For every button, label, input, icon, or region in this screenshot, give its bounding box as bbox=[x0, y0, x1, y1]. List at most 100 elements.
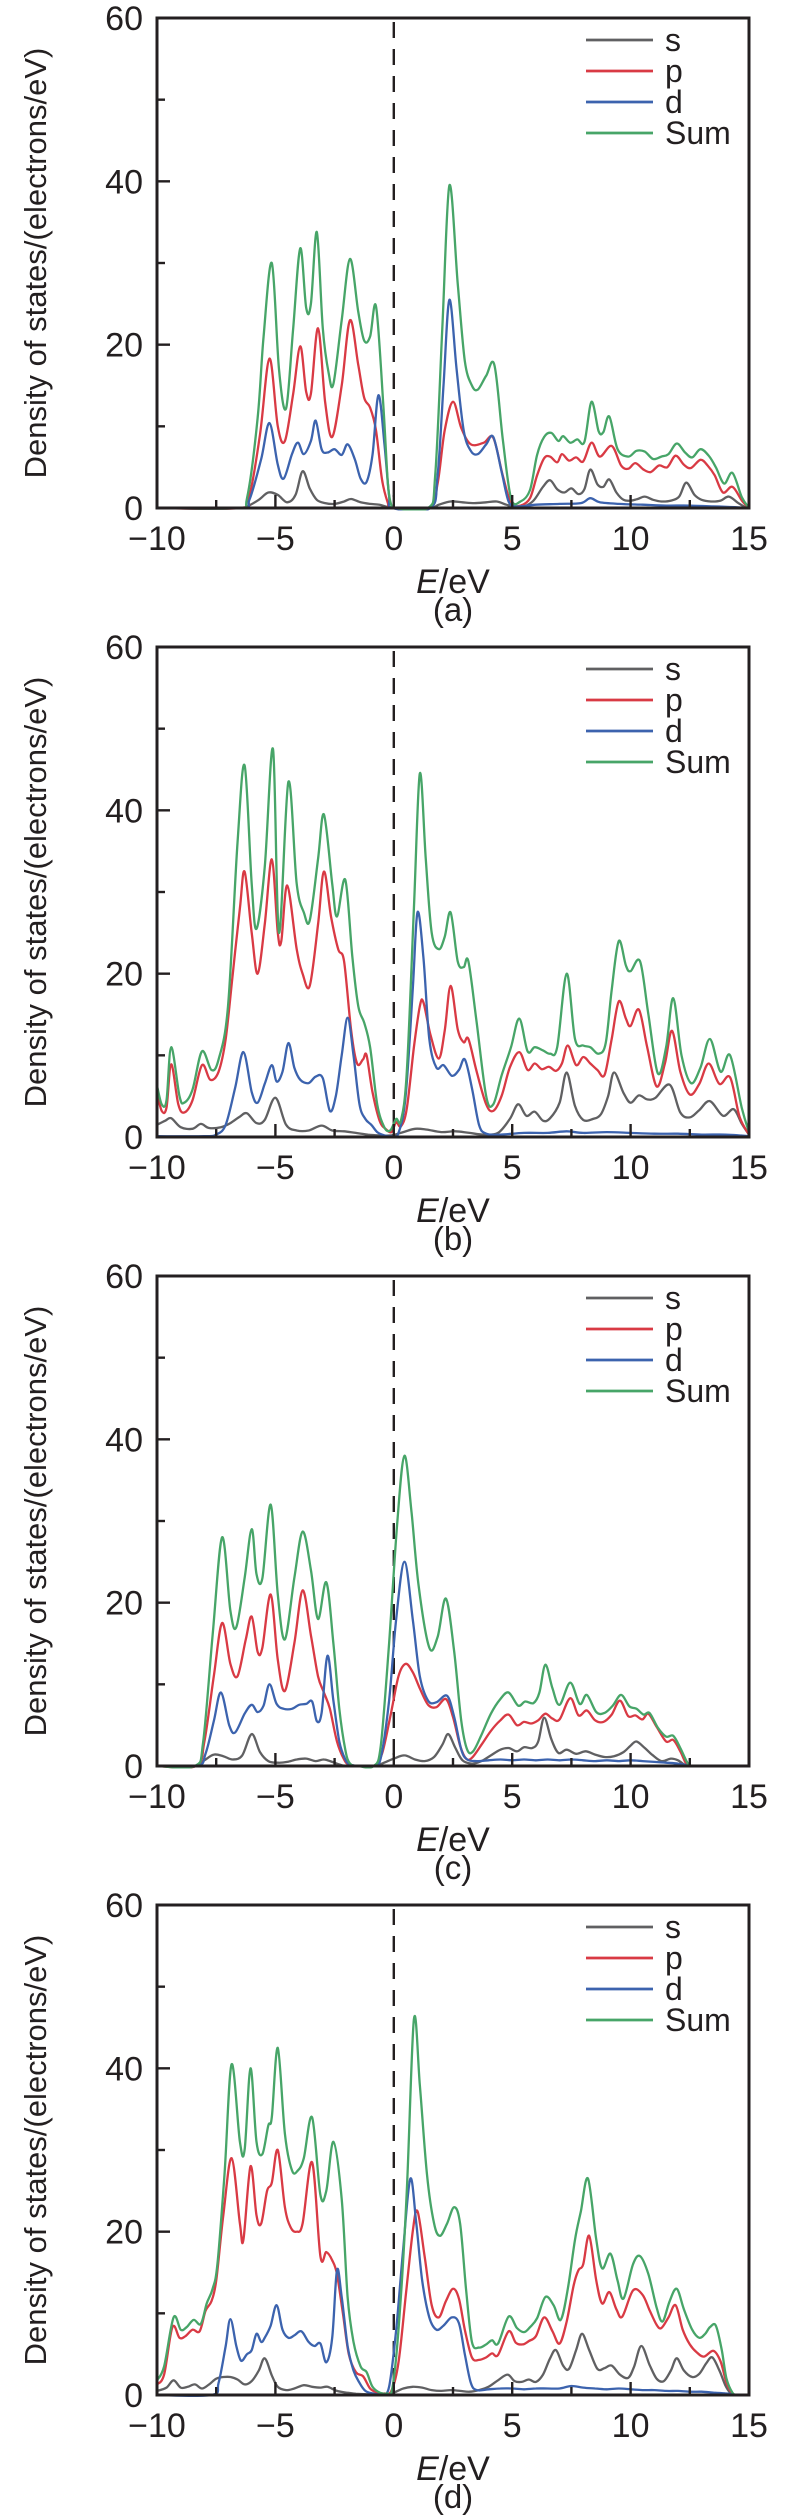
x-tick-label: 10 bbox=[612, 520, 650, 558]
y-tick-label: 60 bbox=[105, 1887, 143, 1925]
y-tick-label: 60 bbox=[105, 1258, 143, 1296]
y-tick-label: 20 bbox=[105, 327, 143, 365]
x-tick-label: −10 bbox=[128, 520, 186, 558]
legend-label-d: d bbox=[665, 1971, 683, 2007]
x-tick-label: −10 bbox=[128, 1149, 186, 1187]
panel-caption-d: (d) bbox=[432, 2478, 474, 2515]
legend-item-s: s bbox=[586, 1909, 681, 1945]
legend-item-Sum: Sum bbox=[586, 2002, 731, 2038]
legend-label-p: p bbox=[665, 682, 683, 718]
x-tick-label: 15 bbox=[730, 520, 768, 558]
series-d-curve bbox=[157, 2177, 749, 2398]
x-tick-label: −5 bbox=[256, 1149, 295, 1187]
legend-item-d: d bbox=[586, 84, 683, 120]
y-tick-label: 40 bbox=[105, 163, 143, 201]
legend-item-s: s bbox=[586, 1280, 681, 1316]
legend-label-p: p bbox=[665, 1940, 683, 1976]
x-axis-label: E/eV bbox=[416, 563, 490, 601]
legend-label-s: s bbox=[665, 1909, 681, 1945]
legend-label-d: d bbox=[665, 84, 683, 120]
legend-item-p: p bbox=[586, 1940, 683, 1976]
x-axis-label: E/eV bbox=[416, 1192, 490, 1230]
y-axis-label: Density of states/(electrons/eV) bbox=[18, 48, 53, 479]
series-p-curve bbox=[157, 319, 749, 511]
legend-item-p: p bbox=[586, 53, 683, 89]
dos-chart-a: −10 −5 0 5 10 15 0 20 40 60 E/eV Density of states/… bbox=[18, 0, 768, 601]
x-tick-label: 10 bbox=[612, 1778, 650, 1816]
dos-panel-c: −10 −5 0 5 10 15 0 20 40 60 E/eV Density of states/… bbox=[0, 1258, 800, 1887]
panel-caption-b: (b) bbox=[432, 1220, 474, 1257]
legend-item-s: s bbox=[586, 651, 681, 687]
y-tick-label: 40 bbox=[105, 2050, 143, 2088]
x-tick-label: 5 bbox=[503, 520, 522, 558]
x-tick-label: 10 bbox=[612, 1149, 650, 1187]
y-tick-label: 60 bbox=[105, 629, 143, 667]
x-axis-label: E/eV bbox=[416, 2450, 490, 2488]
legend-item-Sum: Sum bbox=[586, 1373, 731, 1409]
y-axis-label: Density of states/(electrons/eV) bbox=[18, 677, 53, 1108]
x-tick-label: 0 bbox=[384, 520, 403, 558]
x-axis-label: E/eV bbox=[416, 1821, 490, 1859]
series-Sum-curve bbox=[157, 747, 749, 1134]
y-tick-label: 0 bbox=[124, 1748, 143, 1786]
legend-item-s: s bbox=[586, 22, 681, 58]
y-tick-label: 0 bbox=[124, 2377, 143, 2415]
y-tick-label: 20 bbox=[105, 2214, 143, 2252]
x-tick-label: −10 bbox=[128, 2407, 186, 2445]
legend-label-Sum: Sum bbox=[665, 115, 731, 151]
legend-item-d: d bbox=[586, 1342, 683, 1378]
y-tick-label: 0 bbox=[124, 490, 143, 528]
x-tick-label: −5 bbox=[256, 520, 295, 558]
legend-label-Sum: Sum bbox=[665, 1373, 731, 1409]
panel-caption-c: (c) bbox=[433, 1849, 473, 1886]
series-Sum-curve bbox=[157, 184, 749, 511]
x-tick-label: 5 bbox=[503, 1149, 522, 1187]
legend-label-s: s bbox=[665, 1280, 681, 1316]
legend-label-s: s bbox=[665, 22, 681, 58]
x-tick-label: 15 bbox=[730, 1149, 768, 1187]
legend-label-Sum: Sum bbox=[665, 744, 731, 780]
legend-label-d: d bbox=[665, 1342, 683, 1378]
y-tick-label: 0 bbox=[124, 1119, 143, 1157]
plot-frame bbox=[155, 1903, 751, 2397]
legend-label-d: d bbox=[665, 713, 683, 749]
series-Sum-curve bbox=[157, 1454, 749, 1769]
series-d-curve bbox=[157, 1560, 749, 1769]
series-p-curve bbox=[157, 858, 749, 1136]
x-tick-label: −5 bbox=[256, 2407, 295, 2445]
series-s-curve bbox=[157, 2332, 749, 2397]
legend-item-Sum: Sum bbox=[586, 744, 731, 780]
x-tick-label: 15 bbox=[730, 2407, 768, 2445]
legend-item-p: p bbox=[586, 682, 683, 718]
y-tick-label: 20 bbox=[105, 956, 143, 994]
plot-frame bbox=[155, 1274, 751, 1768]
x-tick-label: 5 bbox=[503, 1778, 522, 1816]
legend-label-p: p bbox=[665, 53, 683, 89]
x-tick-label: 5 bbox=[503, 2407, 522, 2445]
x-tick-label: −5 bbox=[256, 1778, 295, 1816]
x-tick-label: 0 bbox=[384, 1778, 403, 1816]
legend-item-p: p bbox=[586, 1311, 683, 1347]
legend-label-Sum: Sum bbox=[665, 2002, 731, 2038]
y-axis-label: Density of states/(electrons/eV) bbox=[18, 1935, 53, 2366]
legend-item-d: d bbox=[586, 713, 683, 749]
legend-item-d: d bbox=[586, 1971, 683, 2007]
x-tick-label: 10 bbox=[612, 2407, 650, 2445]
series-s-curve bbox=[157, 1071, 749, 1137]
plot-frame bbox=[155, 16, 751, 510]
plot-frame bbox=[155, 645, 751, 1139]
x-tick-label: 0 bbox=[384, 2407, 403, 2445]
x-tick-label: −10 bbox=[128, 1778, 186, 1816]
y-tick-label: 60 bbox=[105, 0, 143, 38]
dos-chart-b: −10 −5 0 5 10 15 0 20 40 60 E/eV Density of states/… bbox=[18, 629, 768, 1230]
dos-panel-d: −10 −5 0 5 10 15 0 20 40 60 E/eV Density of states/… bbox=[0, 1887, 800, 2516]
legend-item-Sum: Sum bbox=[586, 115, 731, 151]
y-tick-label: 20 bbox=[105, 1585, 143, 1623]
x-tick-label: 0 bbox=[384, 1149, 403, 1187]
series-Sum-curve bbox=[157, 2015, 749, 2397]
series-d-curve bbox=[157, 910, 749, 1139]
